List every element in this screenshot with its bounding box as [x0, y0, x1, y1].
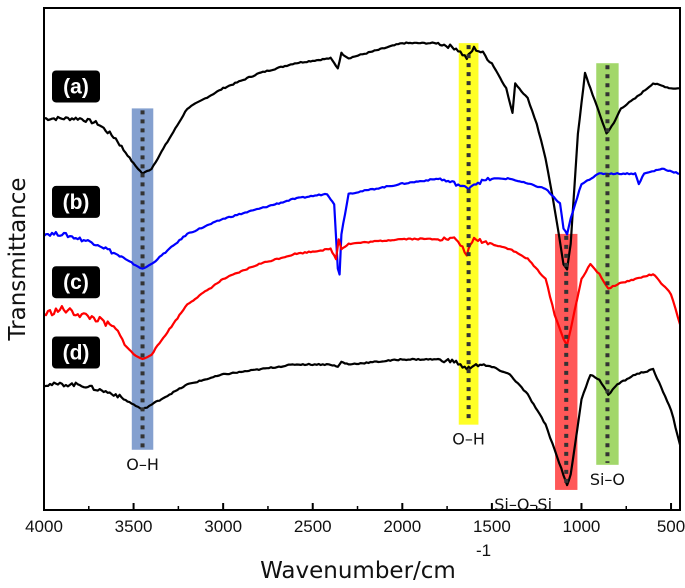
panel-label-box-0: [52, 70, 100, 103]
x-tick-label-0: 4000: [25, 517, 63, 536]
series-line-2: [43, 236, 682, 361]
panel-label-text-1: (b): [63, 191, 90, 214]
highlight-band-1: [458, 43, 479, 425]
band-label-0: O–H: [126, 455, 159, 474]
series-line-3: [43, 357, 682, 487]
x-axis: 4000 3500 3000 2500 2000 1500 1000 500: [25, 503, 685, 536]
band-center-markers: [140, 45, 610, 488]
x-tick-label-1: 3500: [115, 517, 153, 536]
panel-label-box-3: [52, 336, 100, 369]
band-label-2: Si–O–Si: [494, 495, 552, 514]
band-labels: O–H O–H Si–O–Si Si–O: [126, 430, 625, 514]
y-axis-title: Transmittance: [5, 177, 31, 341]
band-label-3: Si–O: [590, 470, 625, 489]
x-tick-label-5: 1500: [473, 517, 511, 536]
panel-label-text-3: (d): [63, 342, 90, 365]
x-tick-label-6: 1000: [563, 517, 601, 536]
x-tick-label-7: 500: [657, 517, 685, 536]
series-line-0: [43, 41, 680, 271]
panel-label-0: (a): [52, 70, 100, 103]
series-line-1: [43, 167, 681, 276]
band-label-1: O–H: [452, 430, 485, 449]
panel-label-text-2: (c): [63, 271, 89, 294]
panel-label-3: (d): [52, 336, 100, 369]
panel-label-2: (c): [52, 266, 100, 299]
highlight-band-0: [131, 108, 154, 450]
panel-labels: (a) (b) (c) (d): [52, 70, 100, 369]
spectra-series: [43, 41, 682, 487]
plot-frame: [43, 7, 681, 511]
panel-label-1: (b): [52, 185, 100, 218]
x-tick-label-2: 3000: [204, 517, 242, 536]
x-axis-title: Wavenumber/cm: [260, 558, 456, 584]
panel-label-box-1: [52, 185, 100, 218]
panel-label-box-2: [52, 266, 100, 299]
x-axis-title-superscript: -1: [476, 541, 491, 560]
x-tick-label-4: 2000: [383, 517, 421, 536]
x-tick-label-3: 2500: [294, 517, 332, 536]
panel-label-text-0: (a): [63, 75, 89, 98]
